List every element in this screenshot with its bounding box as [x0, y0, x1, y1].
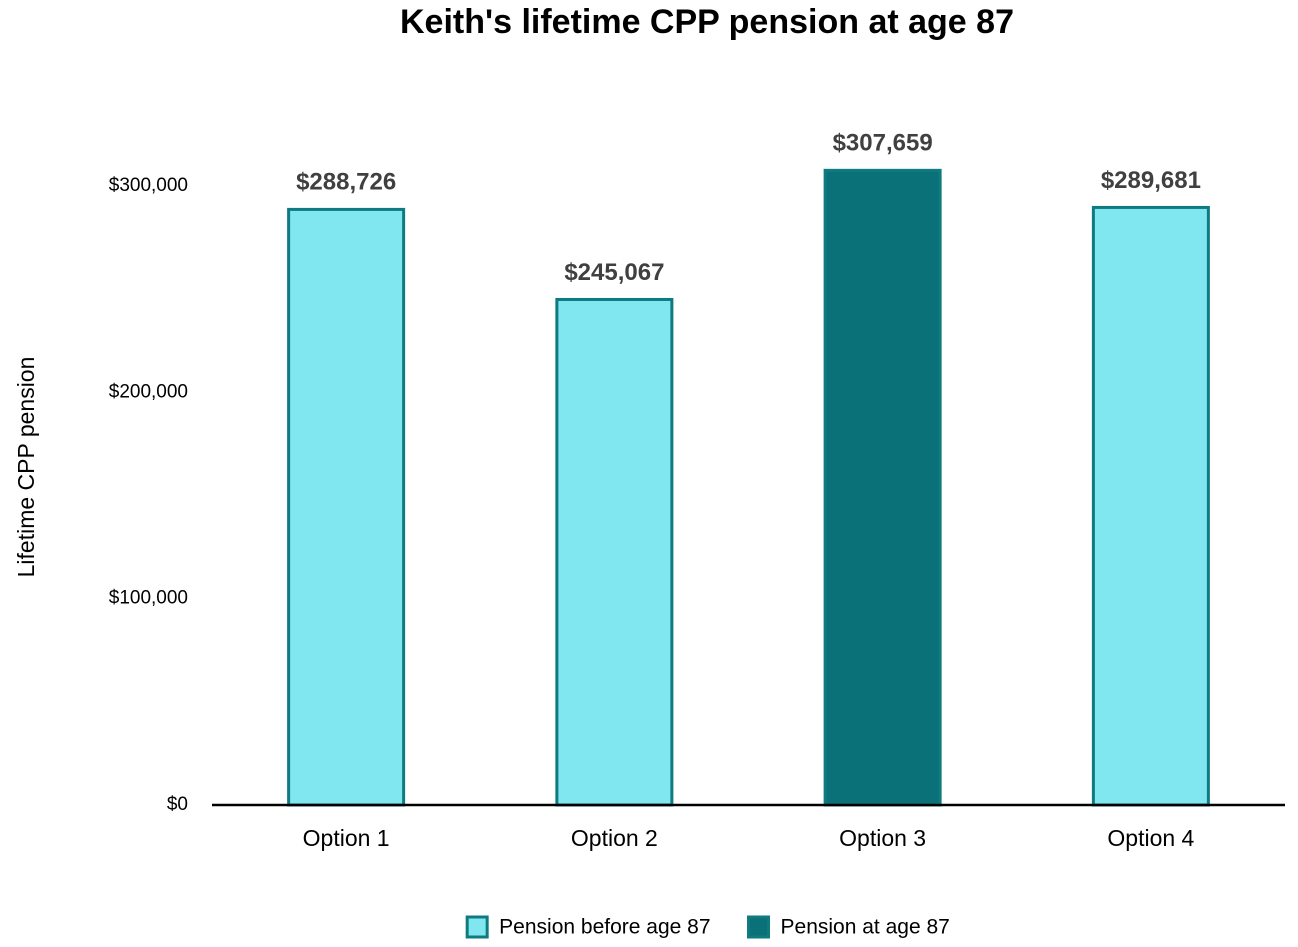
value-label: $289,681	[1101, 167, 1201, 194]
value-label: $245,067	[564, 259, 664, 286]
legend-label: Pension before age 87	[499, 916, 710, 939]
chart-title: Keith's lifetime CPP pension at age 87	[400, 3, 1014, 41]
y-tick-label: $100,000	[109, 588, 188, 609]
y-tick-label: $200,000	[109, 381, 188, 402]
bar	[823, 168, 942, 807]
bar	[287, 207, 406, 807]
value-label: $307,659	[833, 130, 933, 157]
value-label: $288,726	[296, 169, 396, 196]
y-axis-label: Lifetime CPP pension	[13, 357, 39, 578]
y-tick-label: $300,000	[109, 175, 188, 196]
x-tick-label: Option 4	[1107, 825, 1194, 851]
bar	[555, 297, 674, 807]
legend-swatch	[465, 915, 489, 939]
x-tick-label: Option 3	[839, 825, 926, 851]
legend-label: Pension at age 87	[781, 916, 950, 939]
bar	[1091, 205, 1210, 807]
x-tick-label: Option 1	[303, 825, 390, 851]
y-tick-label: $0	[167, 794, 188, 815]
legend-swatch	[747, 915, 771, 939]
x-tick-label: Option 2	[571, 825, 658, 851]
